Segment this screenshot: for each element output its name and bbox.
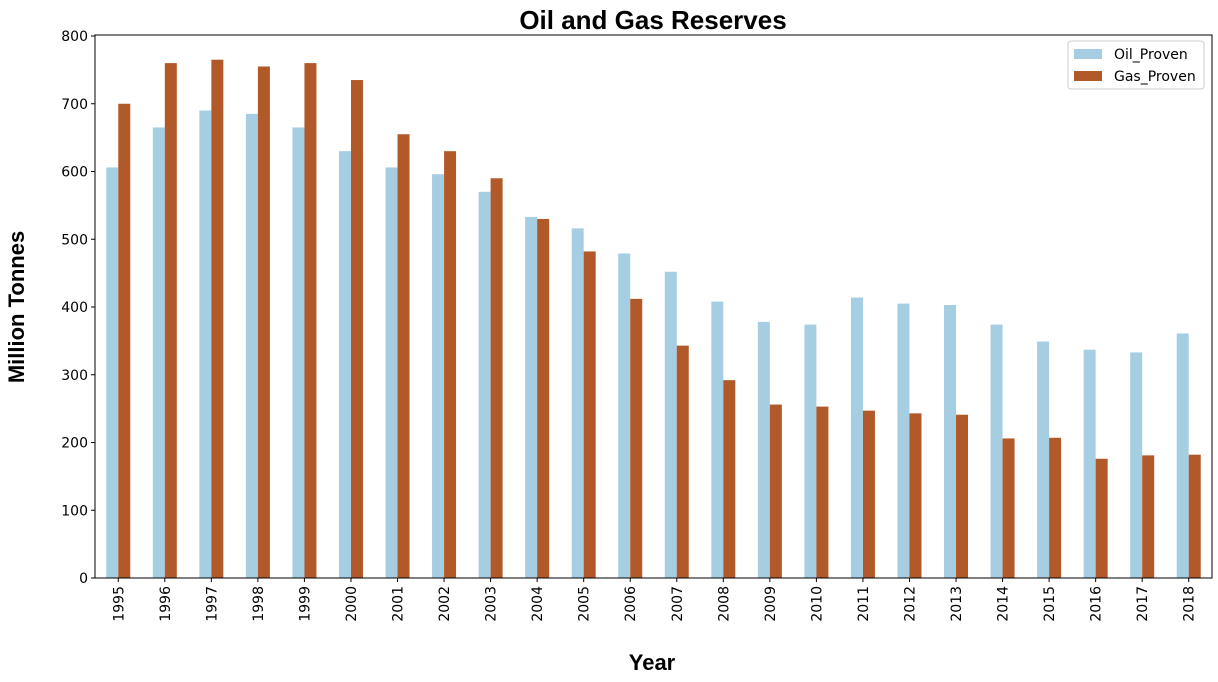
bar-oil-proven-2001 xyxy=(385,167,398,578)
bar-gas-proven-2008 xyxy=(723,380,736,578)
bar-gas-proven-2006 xyxy=(630,298,643,578)
bar-gas-proven-2002 xyxy=(444,151,457,578)
bar-oil-proven-2004 xyxy=(525,216,538,578)
plot-area: 1995 1996 1997 1998 1999 2000 2001 2002 2003 2004… xyxy=(61,29,1213,622)
y-axis-title: Million Tonnes xyxy=(4,231,29,383)
bar-oil-proven-2006 xyxy=(618,253,631,579)
x-tick-label: 2010 xyxy=(809,586,825,622)
x-tick-label: 2003 xyxy=(484,586,500,622)
x-tick-label: 2012 xyxy=(902,586,918,622)
x-tick-label: 2005 xyxy=(577,586,593,622)
bar-gas-proven-2018 xyxy=(1188,454,1201,578)
bar-oil-proven-2002 xyxy=(432,174,445,578)
bar-oil-proven-2018 xyxy=(1176,333,1189,578)
bar-gas-proven-1999 xyxy=(304,63,317,579)
bar-gas-proven-2003 xyxy=(490,178,503,578)
x-tick-label: 2013 xyxy=(949,586,965,622)
bar-gas-proven-2000 xyxy=(350,80,363,578)
x-tick-label: 1999 xyxy=(297,586,313,622)
bar-gas-proven-2005 xyxy=(583,251,596,578)
x-tick-label: 1997 xyxy=(204,586,220,622)
y-tick-label: 800 xyxy=(61,29,88,45)
bar-oil-proven-2007 xyxy=(664,271,677,578)
y-tick-label: 500 xyxy=(61,232,88,248)
chart-title: Oil and Gas Reserves xyxy=(519,5,786,35)
legend: Oil_Proven Gas_Proven xyxy=(1067,40,1205,90)
bar-oil-proven-2011 xyxy=(850,297,863,578)
x-tick-label: 2007 xyxy=(670,586,686,622)
bar-oil-proven-2013 xyxy=(944,304,957,578)
legend-swatch-oil-proven xyxy=(1074,49,1102,59)
bar-gas-proven-2013 xyxy=(956,414,969,578)
x-tick-label: 2008 xyxy=(716,586,732,622)
x-axis-title: Year xyxy=(629,650,676,675)
y-tick-label: 700 xyxy=(61,97,88,113)
x-tick-label: 2000 xyxy=(344,586,360,622)
bar-gas-proven-1995 xyxy=(118,103,131,578)
plot-frame xyxy=(94,34,1213,579)
bar-gas-proven-2010 xyxy=(816,406,829,578)
bar-oil-proven-1999 xyxy=(292,127,305,579)
y-tick-label: 300 xyxy=(61,368,88,384)
bar-oil-proven-1998 xyxy=(245,113,258,578)
bar-oil-proven-2010 xyxy=(804,324,817,578)
bar-gas-proven-2015 xyxy=(1049,437,1062,578)
y-tick-label: 400 xyxy=(61,300,88,316)
x-tick-label: 2006 xyxy=(623,586,639,622)
bar-gas-proven-2012 xyxy=(909,413,922,578)
bar-gas-proven-2007 xyxy=(676,345,689,578)
y-tick-label: 100 xyxy=(61,503,88,519)
x-tick-label: 1996 xyxy=(158,586,174,622)
bar-gas-proven-2014 xyxy=(1002,438,1015,578)
x-tick-label: 2015 xyxy=(1042,586,1058,622)
bar-oil-proven-2009 xyxy=(757,321,770,578)
bar-oil-proven-2005 xyxy=(571,228,584,578)
bar-gas-proven-2016 xyxy=(1095,458,1108,578)
x-tick-label: 2017 xyxy=(1135,586,1151,622)
x-tick-label: 2001 xyxy=(391,586,407,622)
y-tick-label: 200 xyxy=(61,436,88,452)
bar-oil-proven-2003 xyxy=(478,191,491,578)
y-tick-label: 0 xyxy=(79,571,88,587)
bar-gas-proven-2004 xyxy=(537,218,550,578)
bar-oil-proven-1996 xyxy=(152,127,165,579)
x-tick-label: 2016 xyxy=(1089,586,1105,622)
x-tick-label: 2002 xyxy=(437,586,453,622)
bar-oil-proven-2012 xyxy=(897,303,910,578)
bar-gas-proven-2017 xyxy=(1142,455,1155,578)
x-tick-label: 1998 xyxy=(251,586,267,622)
bar-gas-proven-1996 xyxy=(164,63,177,579)
bar-oil-proven-2017 xyxy=(1130,352,1143,578)
legend-label-gas-proven: Gas_Proven xyxy=(1114,69,1196,85)
x-tick-label: 2018 xyxy=(1182,586,1198,622)
bar-oil-proven-1997 xyxy=(199,110,212,579)
x-tick-label: 2011 xyxy=(856,586,872,622)
x-tick-label: 1995 xyxy=(111,586,127,622)
bar-oil-proven-2015 xyxy=(1037,341,1050,578)
bar-gas-proven-1998 xyxy=(257,66,270,579)
bar-gas-proven-2009 xyxy=(769,404,782,578)
y-tick-label: 600 xyxy=(61,165,88,181)
x-tick-label: 2009 xyxy=(763,586,779,622)
legend-swatch-gas-proven xyxy=(1074,71,1102,81)
bar-oil-proven-2008 xyxy=(711,301,724,578)
x-tick-label: 2014 xyxy=(996,586,1012,622)
bar-gas-proven-2011 xyxy=(862,410,875,578)
bar-gas-proven-1997 xyxy=(211,59,224,578)
bar-oil-proven-2016 xyxy=(1083,349,1096,578)
bar-oil-proven-1995 xyxy=(106,167,119,578)
legend-label-oil-proven: Oil_Proven xyxy=(1114,47,1188,63)
bar-oil-proven-2014 xyxy=(990,324,1003,578)
bar-oil-proven-2000 xyxy=(338,151,351,578)
bar-gas-proven-2001 xyxy=(397,134,410,579)
x-tick-label: 2004 xyxy=(530,586,546,622)
